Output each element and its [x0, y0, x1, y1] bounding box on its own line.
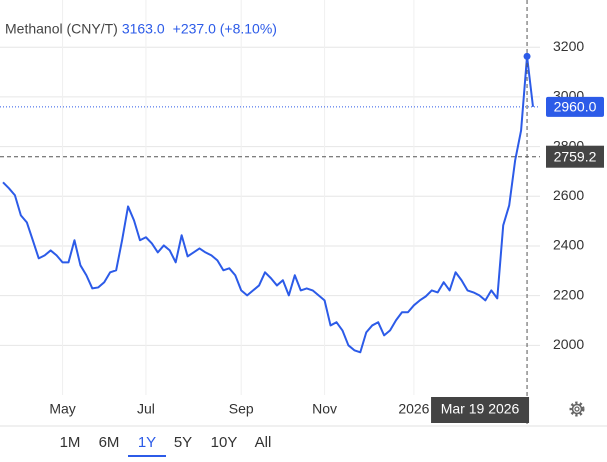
x-tick-label: May [49, 401, 75, 417]
range-button[interactable]: 10Y [211, 434, 238, 451]
range-button[interactable]: 1Y [138, 434, 156, 451]
y-tick-label: 3200 [553, 38, 584, 54]
x-tick-label: Jul [137, 401, 155, 417]
hover-price: 3163.0 [122, 21, 165, 37]
price-change: +237.0 (+8.10%) [173, 21, 277, 37]
range-button[interactable]: 5Y [174, 434, 192, 451]
x-tick-label: Nov [312, 401, 337, 417]
crosshair-level-badge [546, 145, 604, 168]
y-tick-label: 2600 [553, 187, 584, 203]
last-value-label: 2960.0 [554, 99, 597, 115]
y-tick-label: 2000 [553, 336, 584, 352]
last-value-badge [546, 96, 604, 117]
x-tick-label: Sep [229, 401, 254, 417]
crosshair-date-badge [431, 397, 530, 423]
crosshair-date-label: Mar 19 2026 [441, 401, 520, 417]
range-button[interactable]: 1M [60, 434, 81, 451]
chart-title: Methanol (CNY/T) [5, 21, 118, 37]
y-tick-label: 2400 [553, 237, 584, 253]
hover-point [523, 52, 531, 60]
price-line [2, 55, 534, 354]
y-tick-label: 2200 [553, 286, 584, 302]
x-tick-label: 2026 [398, 401, 429, 417]
settings-icon[interactable] [569, 401, 585, 417]
crosshair-level-label: 2759.2 [554, 148, 597, 164]
range-button[interactable]: All [255, 434, 272, 451]
range-button[interactable]: 6M [99, 434, 120, 451]
